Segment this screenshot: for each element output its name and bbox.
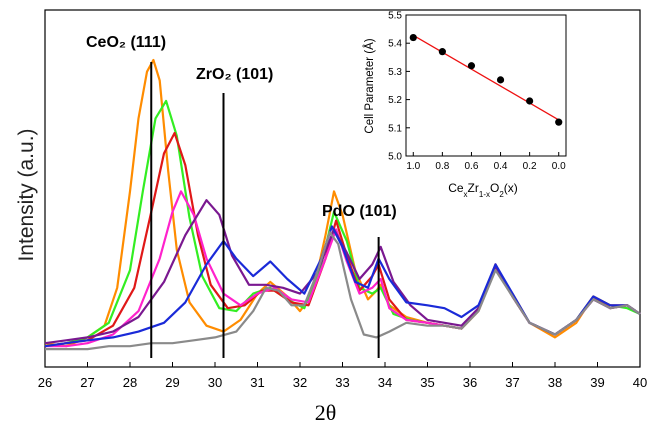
inset-y-tick-label: 5.2 <box>388 95 402 106</box>
x-tick-label: 40 <box>633 375 647 390</box>
inset-x-label-part: Zr <box>468 181 479 195</box>
inset-data-point <box>555 118 563 126</box>
inset-x-label-subscript: x <box>464 190 468 199</box>
inset-x-label-part: Ce <box>448 181 464 195</box>
inset-y-tick-label: 5.3 <box>388 67 402 78</box>
inset-data-point <box>496 76 505 84</box>
inset-data-point <box>526 97 534 105</box>
x-tick-label: 39 <box>590 375 604 390</box>
inset-x-tick-label: 0.4 <box>494 161 508 172</box>
x-tick-label: 34 <box>378 375 392 390</box>
reference-label: PdO (101) <box>322 203 397 220</box>
x-tick-label: 29 <box>165 375 179 390</box>
x-tick-label: 32 <box>293 375 307 390</box>
reference-label: CeO₂ (111) <box>86 34 166 51</box>
x-tick-label: 26 <box>38 375 52 390</box>
x-tick-label: 35 <box>420 375 434 390</box>
x-tick-label: 33 <box>335 375 349 390</box>
inset-plot: 5.0 5.1 5.2 5.3 5.4 5.5 1.0 0.8 0.6 0.4 0.2 0.0 Cell… <box>363 11 567 199</box>
inset-y-axis-label: Cell Parameter (Å) <box>363 38 376 133</box>
inset-fit-line <box>412 34 560 121</box>
inset-x-tick-label: 0.0 <box>552 161 566 172</box>
inset-data-point <box>438 48 446 56</box>
x-tick-label: 36 <box>463 375 477 390</box>
inset-x-tick-label: 0.6 <box>465 161 479 172</box>
inset-y-tick-label: 5.5 <box>388 11 402 22</box>
y-axis-label: Intensity (a.u.) <box>15 128 38 261</box>
inset-x-tick-label: 0.2 <box>523 161 537 172</box>
inset-y-tick-label: 5.0 <box>388 152 402 163</box>
x-tick-label: 38 <box>548 375 562 390</box>
x-tick-label: 37 <box>505 375 519 390</box>
inset-frame <box>405 14 567 157</box>
inset-x-label-subscript: 1-x <box>479 190 490 199</box>
inset-x-label-part: (x) <box>504 181 518 195</box>
inset-x-tick-label: 0.8 <box>435 161 449 172</box>
x-tick-label: 27 <box>80 375 94 390</box>
inset-x-tick-label: 1.0 <box>406 161 420 172</box>
xrd-series-line <box>45 231 641 351</box>
main-plot: 26 27 28 29 30 31 32 33 34 35 36 37 38 39 40 2θ Intensit… <box>15 9 647 425</box>
x-tick-label: 28 <box>123 375 137 390</box>
inset-y-tick-label: 5.4 <box>388 39 402 50</box>
x-axis-label: 2θ <box>315 400 337 425</box>
inset-y-tick-label: 5.1 <box>388 123 402 134</box>
inset-data-point <box>409 33 417 42</box>
inset-data-point <box>467 62 476 70</box>
x-tick-label: 31 <box>250 375 264 390</box>
inset-x-axis-label: CexZr1-xO2(x) <box>448 181 518 199</box>
x-tick-label: 30 <box>208 375 222 390</box>
reference-label: ZrO₂ (101) <box>196 66 273 83</box>
inset-x-label-subscript: 2 <box>499 190 504 199</box>
inset-x-label-part: O <box>490 181 499 195</box>
